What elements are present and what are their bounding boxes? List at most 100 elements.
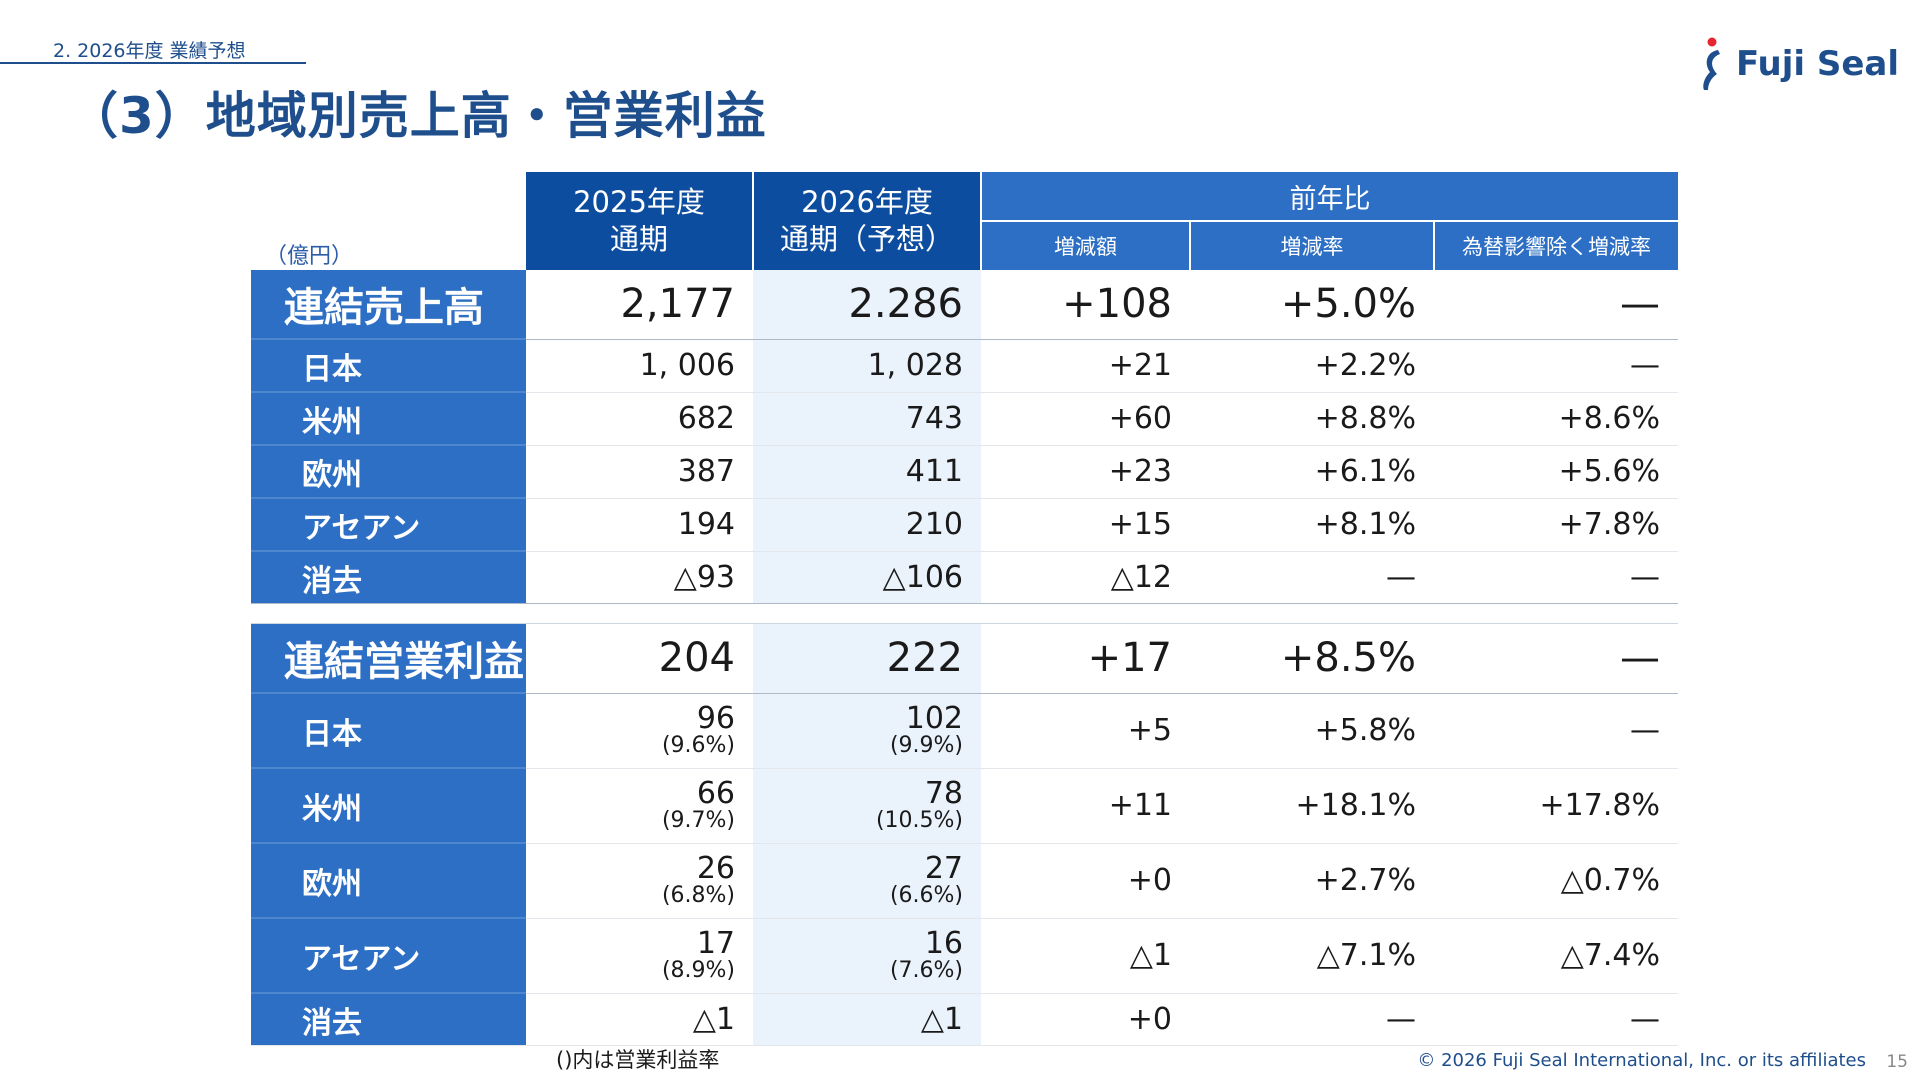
table-row: 米州 682 743 +60 +8.8% +8.6% [251,391,1678,446]
value-2026: 16 [924,925,963,961]
section-label: 2. 2026年度 業績予想 [53,40,246,62]
row-label: 米州 [251,767,526,844]
row-label: 米州 [251,391,526,446]
table-row: 消去 △1 △1 +0 — — [251,992,1678,1046]
header-2026-year: 2026年度 [801,185,933,219]
value-2026: 1, 028 [753,339,981,393]
margin-2026: (6.6%) [889,882,963,908]
value-rate: +2.2% [1190,339,1434,393]
value-2026: 222 [753,623,981,694]
table-row: 米州 66 (9.7%) 78 (10.5%) +11 +18.1% +17.8% [251,767,1678,844]
value-2025: 26 [696,850,735,886]
value-fx: △0.7% [1434,843,1678,919]
table-row: 連結営業利益 204 222 +17 +8.5% — [251,623,1678,694]
row-label: 欧州 [251,444,526,499]
table-row: 消去 △93 △106 △12 — — [251,550,1678,604]
value-diff: △1 [981,918,1190,994]
value-2026: 210 [753,498,981,552]
header-2025-period: 通期 [609,222,668,256]
value-2026: 411 [753,445,981,499]
value-diff: △12 [981,551,1190,604]
header-rate-ex-fx: 為替影響除く増減率 [1433,220,1678,270]
value-rate: +8.8% [1190,392,1434,446]
row-label: 消去 [251,550,526,604]
table-spacer [251,603,1678,624]
value-fx: +17.8% [1434,768,1678,844]
section-divider [0,62,306,64]
row-label: 日本 [251,692,526,769]
margin-2026: (10.5%) [875,807,963,833]
margin-2025: (9.6%) [661,732,735,758]
fuji-seal-logo-icon [1703,37,1720,90]
value-2025-cell: 66 (9.7%) [526,768,753,844]
value-2026-cell: 78 (10.5%) [753,768,981,844]
value-diff: +15 [981,498,1190,552]
value-rate: — [1190,993,1434,1046]
row-label: 連結売上高 [251,270,526,340]
margin-2025: (6.8%) [661,882,735,908]
value-2025: △93 [526,551,753,604]
header-2026: 2026年度 通期（予想） [753,172,982,270]
value-fx: +8.6% [1434,392,1678,446]
value-diff: +108 [981,270,1190,340]
value-diff: +0 [981,843,1190,919]
page-title: （3）地域別売上高・営業利益 [68,87,767,145]
value-2025-cell: 96 (9.6%) [526,693,753,769]
value-2026: △106 [753,551,981,604]
table-row: アセアン 194 210 +15 +8.1% +7.8% [251,497,1678,552]
value-diff: +11 [981,768,1190,844]
logo-text: Fuji Seal [1736,44,1900,84]
value-fx: — [1434,339,1678,393]
value-2025: 2,177 [526,270,753,340]
value-rate: +2.7% [1190,843,1434,919]
header-2026-period: 通期（予想） [779,222,954,256]
regional-results-table: 2025年度 通期 2026年度 通期（予想） 前年比 増減額 増減率 為替影響… [251,172,1678,1046]
value-rate: +6.1% [1190,445,1434,499]
table-row: 欧州 26 (6.8%) 27 (6.6%) +0 +2.7% △0.7% [251,842,1678,919]
value-diff: +21 [981,339,1190,393]
value-2025: 387 [526,445,753,499]
value-2026: △1 [753,993,981,1046]
row-label: 消去 [251,992,526,1046]
value-diff: +0 [981,993,1190,1046]
value-2025-cell: 17 (8.9%) [526,918,753,994]
value-diff: +17 [981,623,1190,694]
table-row: アセアン 17 (8.9%) 16 (7.6%) △1 △7.1% △7.4% [251,917,1678,994]
row-label: 連結営業利益 [251,623,526,694]
value-diff: +60 [981,392,1190,446]
value-fx: — [1434,693,1678,769]
margin-2026: (9.9%) [889,732,963,758]
value-2025: 682 [526,392,753,446]
value-rate: — [1190,551,1434,604]
value-fx: +5.6% [1434,445,1678,499]
value-fx: +7.8% [1434,498,1678,552]
value-2026-cell: 16 (7.6%) [753,918,981,994]
value-fx: — [1434,993,1678,1046]
row-label: 日本 [251,338,526,393]
value-2025: 17 [696,925,735,961]
value-2026: 2.286 [753,270,981,340]
value-rate: △7.1% [1190,918,1434,994]
copyright: © 2026 Fuji Seal International, Inc. or … [1417,1050,1866,1071]
row-label: アセアン [251,917,526,994]
value-2026-cell: 102 (9.9%) [753,693,981,769]
header-rate: 増減率 [1189,220,1434,270]
value-rate: +5.0% [1190,270,1434,340]
page-number: 15 [1886,1052,1908,1072]
value-2026: 27 [924,850,963,886]
table-row: 日本 1, 006 1, 028 +21 +2.2% — [251,338,1678,393]
value-2026: 743 [753,392,981,446]
value-fx: — [1434,270,1678,340]
header-blank [251,172,526,221]
margin-2025: (9.7%) [661,807,735,833]
value-rate: +8.1% [1190,498,1434,552]
value-fx: △7.4% [1434,918,1678,994]
row-label: 欧州 [251,842,526,919]
row-label: アセアン [251,497,526,552]
value-2026-cell: 27 (6.6%) [753,843,981,919]
header-blank-2 [251,221,526,270]
table-row: 連結売上高 2,177 2.286 +108 +5.0% — [251,270,1678,340]
footnote: ()内は営業利益率 [556,1048,720,1072]
margin-2025: (8.9%) [661,957,735,983]
value-2025: 204 [526,623,753,694]
